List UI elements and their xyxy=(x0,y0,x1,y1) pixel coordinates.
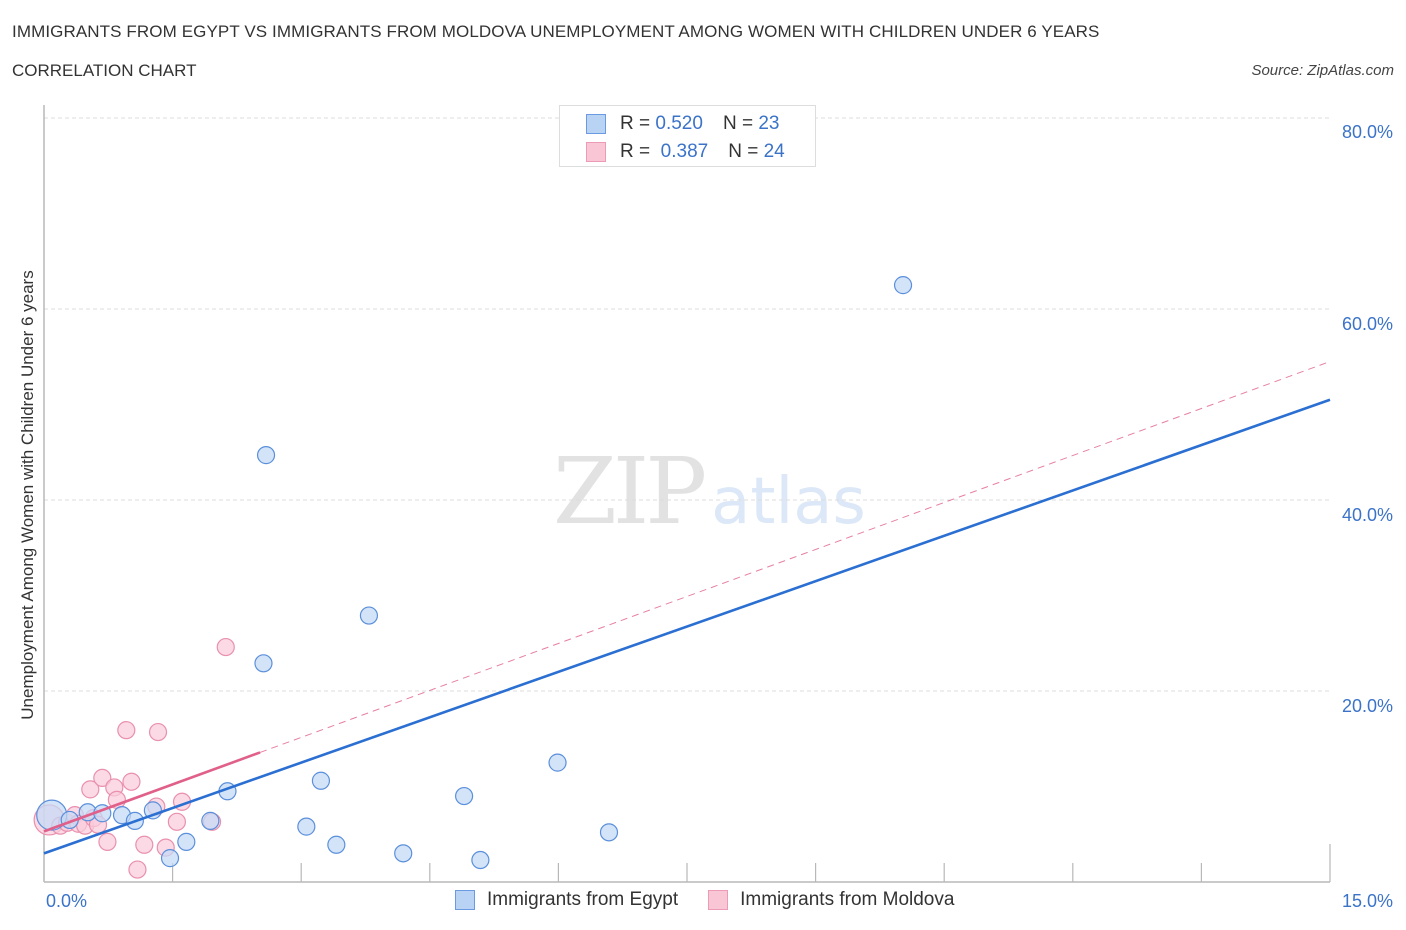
data-point xyxy=(117,721,136,740)
y-tick-40: 40.0% xyxy=(1341,505,1393,525)
legend-label-moldova: Immigrants from Moldova xyxy=(740,889,955,910)
moldova-trend-line xyxy=(43,751,261,833)
r-value-moldova: 0.387 xyxy=(660,141,709,162)
moldova-points xyxy=(33,637,235,879)
data-point xyxy=(216,637,235,657)
egypt-swatch-icon xyxy=(455,890,475,910)
moldova-trend-extension xyxy=(259,361,1331,753)
y-tick-60: 60.0% xyxy=(1341,314,1393,334)
data-point xyxy=(297,817,316,836)
data-point xyxy=(201,811,220,830)
n-label: N = xyxy=(728,141,759,162)
moldova-swatch-icon xyxy=(708,890,729,910)
correlation-legend: R = 0.520 N = 23 R = 0.387 N = 24 xyxy=(559,105,816,167)
moldova-swatch-icon xyxy=(586,142,606,162)
data-point xyxy=(122,772,141,791)
egypt-swatch-icon xyxy=(586,114,606,134)
data-point xyxy=(454,786,474,806)
series-legend: Immigrants from Egypt Immigrants from Mo… xyxy=(455,889,984,911)
r-value-egypt: 0.520 xyxy=(655,113,703,134)
legend-row-moldova: R = 0.387 N = 24 xyxy=(586,140,785,164)
source-label: Source: ZipAtlas.com xyxy=(1251,62,1394,79)
n-value-moldova: 24 xyxy=(763,141,785,162)
data-point xyxy=(93,768,112,788)
n-label: N = xyxy=(722,113,754,134)
trend-lines xyxy=(43,361,1331,855)
r-label: R = xyxy=(620,113,651,134)
data-point xyxy=(160,849,180,868)
x-tick-max: 15.0% xyxy=(1341,891,1393,911)
chart-title: IMMIGRANTS FROM EGYPT VS IMMIGRANTS FROM… xyxy=(12,22,1100,41)
gridlines xyxy=(44,117,1330,692)
data-point xyxy=(81,780,100,799)
axes xyxy=(43,105,1331,883)
egypt-points xyxy=(36,276,913,870)
data-point xyxy=(394,844,413,863)
data-point xyxy=(327,835,346,854)
data-point xyxy=(148,722,168,742)
data-point xyxy=(98,832,117,851)
data-point xyxy=(256,446,276,465)
y-tick-80: 80.0% xyxy=(1341,122,1393,142)
legend-item-egypt[interactable]: Immigrants from Egypt xyxy=(455,889,678,911)
y-tick-20: 20.0% xyxy=(1341,696,1393,716)
data-point xyxy=(359,606,379,625)
data-point xyxy=(254,654,273,673)
x-tick-min: 0.0% xyxy=(46,891,88,911)
legend-label-egypt: Immigrants from Egypt xyxy=(487,889,679,910)
data-point xyxy=(128,860,147,879)
data-point xyxy=(135,835,154,854)
watermark-zip: ZIP xyxy=(553,438,707,545)
data-point xyxy=(548,753,567,772)
n-value-egypt: 23 xyxy=(758,113,780,134)
data-point xyxy=(471,850,490,870)
data-point xyxy=(167,812,186,831)
data-point xyxy=(893,276,913,295)
egypt-trend-line xyxy=(43,398,1331,855)
zipatlas-watermark: ZIP atlas xyxy=(553,438,866,545)
watermark-atlas: atlas xyxy=(711,465,866,539)
legend-item-moldova[interactable]: Immigrants from Moldova xyxy=(708,889,954,911)
legend-row-egypt: R = 0.520 N = 23 xyxy=(586,112,779,136)
chart-subtitle: CORRELATION CHART xyxy=(12,61,197,80)
r-label: R = xyxy=(620,141,651,162)
y-axis-label: Unemployment Among Women with Children U… xyxy=(18,270,37,720)
data-point xyxy=(311,771,331,790)
data-point xyxy=(177,832,196,851)
data-point xyxy=(599,823,619,842)
